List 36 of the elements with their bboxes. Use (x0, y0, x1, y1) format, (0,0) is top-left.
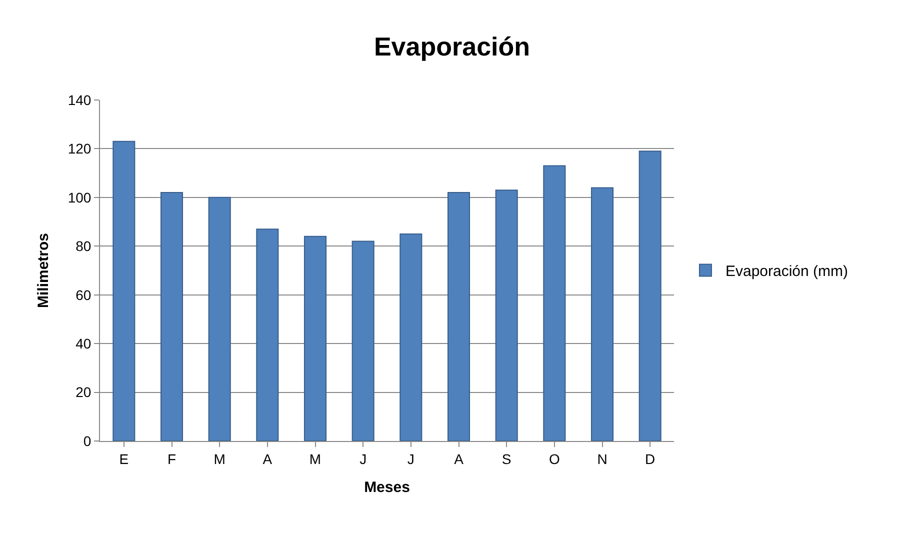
x-tick-label: A (262, 450, 273, 467)
bar (400, 233, 422, 441)
x-tick-label: J (407, 450, 414, 467)
x-tick-label: F (167, 450, 176, 467)
y-tick-label: 140 (68, 92, 92, 108)
bar (590, 187, 614, 441)
x-tick-label: A (454, 450, 464, 467)
x-tick-label: M (214, 450, 226, 467)
x-tick-label: E (119, 450, 129, 467)
y-tick-label: 80 (76, 238, 92, 254)
y-axis-title: Milimetros (35, 232, 52, 308)
bar (304, 236, 327, 441)
bar (160, 192, 184, 441)
x-tick-label: O (548, 450, 560, 467)
bar (112, 140, 136, 441)
bar (638, 150, 662, 441)
x-axis-title: Meses (364, 478, 410, 496)
y-tick-label: 100 (68, 189, 92, 206)
y-tick-label: 120 (68, 140, 92, 157)
bar (352, 240, 374, 441)
bar (447, 192, 470, 441)
bar (543, 165, 566, 441)
x-tick-label: N (597, 450, 608, 467)
x-tick-label: D (645, 450, 656, 467)
y-tick-label: 60 (76, 286, 92, 303)
y-tick-label: 20 (76, 384, 92, 400)
bar (495, 190, 518, 441)
legend-label: Evaporación (mm) (725, 263, 848, 280)
x-tick-label: S (502, 450, 512, 467)
bar (256, 228, 279, 441)
x-tick-label: M (309, 450, 322, 467)
chart-title: Evaporación (374, 32, 530, 62)
y-tick-label: 0 (83, 432, 92, 449)
y-tick-label: 40 (76, 335, 92, 352)
x-tick-label: J (360, 450, 367, 467)
bar (208, 196, 231, 441)
